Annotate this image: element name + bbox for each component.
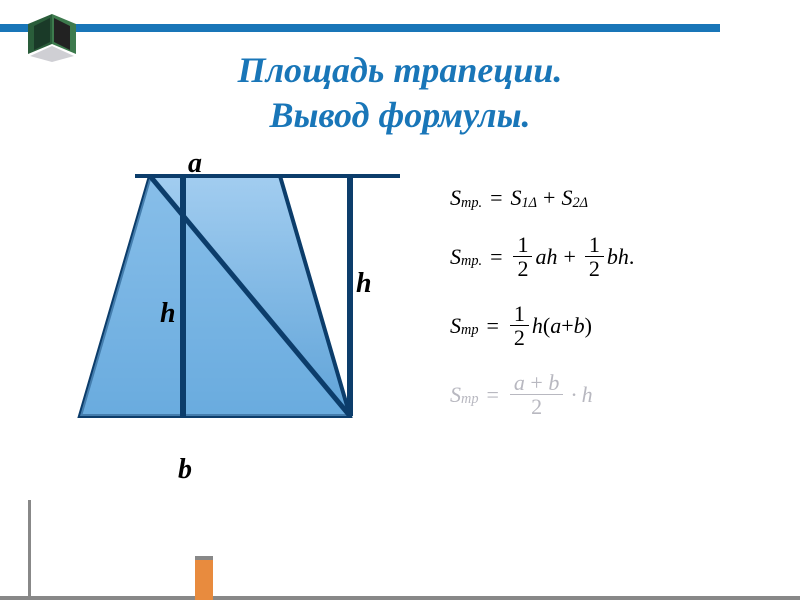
title-line-1: Площадь трапеции. <box>0 48 800 93</box>
formula-block: Sтр. = S1Δ + S2Δ Sтр. = 12 ah + 12 bh. S… <box>450 185 780 441</box>
header-rule <box>0 24 720 32</box>
accent-tab <box>195 556 213 600</box>
formula-1: Sтр. = S1Δ + S2Δ <box>450 185 780 211</box>
label-a: a <box>188 148 202 180</box>
formula-4: Sтр = a + b 2 · h <box>450 371 780 418</box>
label-h-left: h <box>160 298 176 330</box>
left-rule <box>28 500 31 596</box>
formula-3: Sтр = 12 h (a + b) <box>450 302 780 349</box>
slide-title: Площадь трапеции. Вывод формулы. <box>0 48 800 138</box>
label-h-right: h <box>356 268 372 300</box>
trapezoid-diagram <box>40 156 400 466</box>
formula-2: Sтр. = 12 ah + 12 bh. <box>450 233 780 280</box>
footer-rule <box>0 596 800 600</box>
title-line-2: Вывод формулы. <box>0 93 800 138</box>
label-b: b <box>178 454 192 486</box>
